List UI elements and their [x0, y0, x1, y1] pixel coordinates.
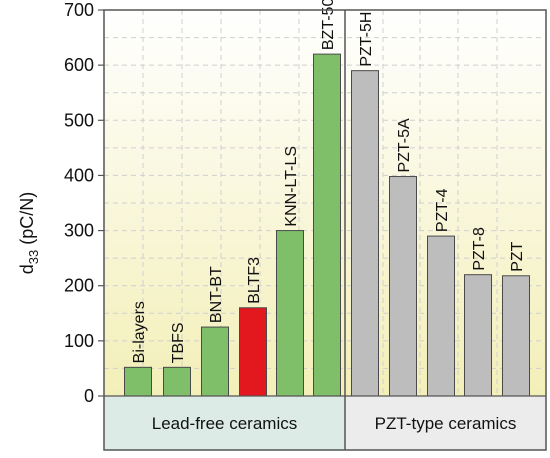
- bar-label: PZT-8: [471, 227, 488, 271]
- y-axis-ticks: 0 100 200 300 400 500 600 700: [64, 0, 104, 406]
- bar: [239, 307, 267, 397]
- bar-label: TBFS: [170, 322, 187, 363]
- bar: [502, 275, 530, 397]
- bars: Bi-layers TBFS BNT-BT BLTF3 KNN-LT-LS BZT-50B…: [124, 0, 530, 397]
- bar: [351, 70, 379, 397]
- group-bands: Lead-free ceramics PZT-type ceramics: [104, 396, 546, 450]
- bar-label: BLTF3: [246, 257, 263, 304]
- bar-label: PZT-4: [434, 188, 451, 232]
- bar: [427, 235, 455, 397]
- y-tick-label: 600: [64, 55, 94, 75]
- y-tick-label: 500: [64, 110, 94, 130]
- y-tick-label: 400: [64, 165, 94, 185]
- bar-label: BNT-BT: [208, 266, 225, 323]
- bar: [276, 230, 304, 397]
- y-axis-title-units: (pC/N): [17, 192, 37, 250]
- bar-label: KNN-LT-LS: [283, 146, 300, 227]
- bar-label: Bi-layers: [131, 301, 148, 363]
- bar-label: BZT-50BCT: [320, 0, 337, 50]
- bar: [389, 176, 417, 397]
- y-axis-title-main: d: [17, 264, 37, 274]
- y-axis-title-subscript: 33: [26, 250, 41, 264]
- group-band: [104, 396, 345, 450]
- bar-label: PZT: [509, 241, 526, 271]
- y-tick-label: 700: [64, 0, 94, 20]
- bar: [201, 326, 229, 397]
- y-axis-title: d33 (pC/N): [17, 192, 41, 274]
- y-tick-label: 200: [64, 276, 94, 296]
- group-band: [345, 396, 546, 450]
- bar: [124, 366, 152, 397]
- bar: [464, 274, 492, 397]
- bar-label: PZT-5A: [396, 118, 413, 173]
- bar: [313, 53, 341, 397]
- group-label: Lead-free ceramics: [152, 414, 298, 433]
- y-tick-label: 300: [64, 221, 94, 241]
- y-tick-label: 0: [84, 386, 94, 406]
- bar: [163, 366, 191, 397]
- group-label: PZT-type ceramics: [375, 414, 517, 433]
- bar-label: PZT-5H: [358, 12, 375, 67]
- y-tick-label: 100: [64, 331, 94, 351]
